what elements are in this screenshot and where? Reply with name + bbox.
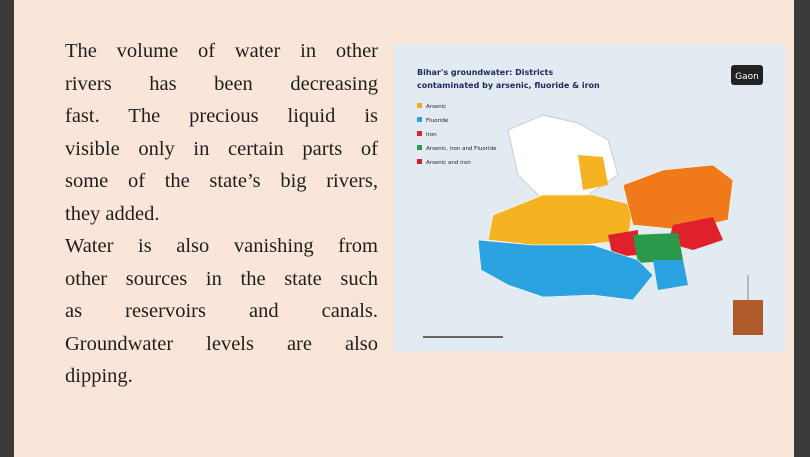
map-figure: Bihar's groundwater: Districts contaminat… (393, 45, 786, 351)
map-shapes (477, 114, 734, 301)
legend-label: Arsenic, iron and Fluoride (426, 146, 497, 152)
text-line: visible only in certain parts of (65, 137, 378, 160)
text-line: as reservoirs and canals. (65, 300, 378, 322)
figure-decoration (423, 65, 763, 338)
text-line: some of the state’s big rivers, (65, 170, 378, 192)
text-line: other sources in the state such (65, 267, 378, 290)
legend-swatch (417, 131, 422, 136)
legend-swatch (417, 159, 422, 164)
text-line: The volume of water in other (65, 40, 378, 62)
page: The volume of water in other rivers has b… (14, 0, 794, 457)
text-line: they added. (65, 202, 160, 225)
legend-swatch (417, 145, 422, 150)
map-graphic: Bihar's groundwater: Districts contaminat… (417, 65, 763, 338)
text-line: Groundwater levels are also (65, 332, 378, 355)
legend-label: Arsenic and iron (426, 160, 471, 166)
legend-label: Arsenic (426, 104, 446, 110)
figure-title: contaminated by arsenic, fluoride & iron (417, 81, 600, 90)
figure-title: Bihar's groundwater: Districts (417, 68, 553, 77)
legend-label: Iron (426, 132, 437, 138)
legend-swatch (417, 103, 422, 108)
text-line: fast. The precious liquid is (65, 105, 378, 127)
text-line: Water is also vanishing from (65, 235, 378, 257)
legend-swatch (417, 117, 422, 122)
legend-label: Fluoride (426, 118, 449, 124)
logo: Gaon (735, 72, 759, 82)
text-line: rivers has been decreasing (65, 72, 378, 95)
figure-text: Bihar's groundwater: Districts contaminat… (417, 68, 759, 166)
text-line: dipping. (65, 365, 133, 387)
